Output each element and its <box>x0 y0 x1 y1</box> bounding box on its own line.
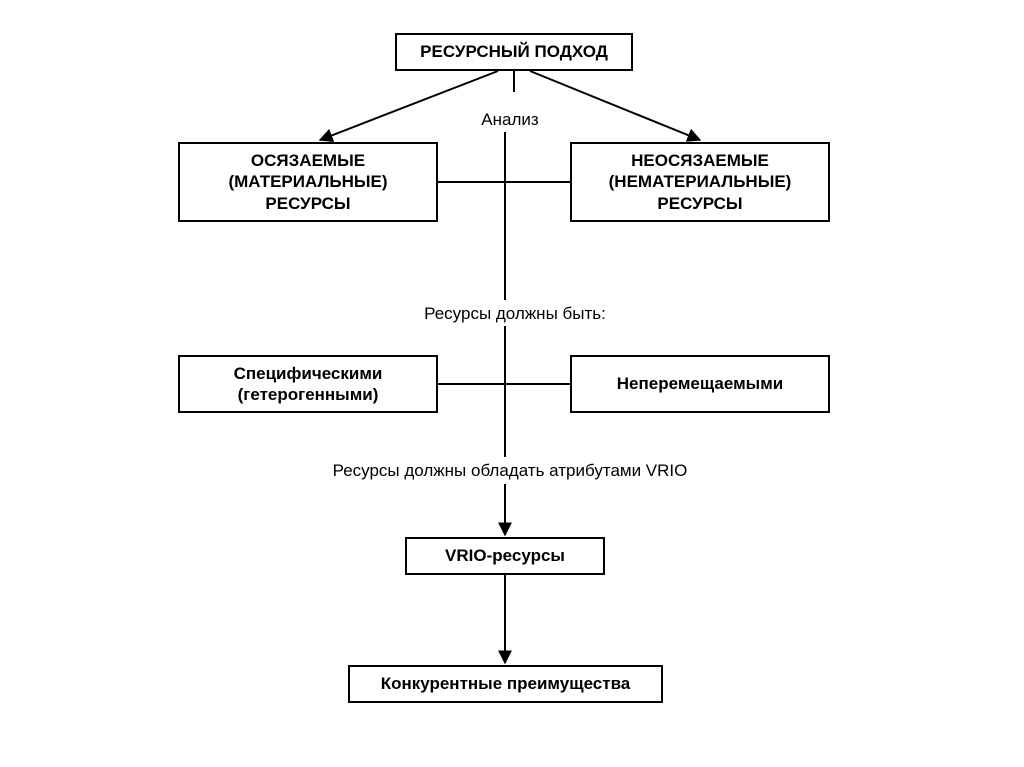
label-analysis: Анализ <box>460 110 560 130</box>
node-specific: Специфическими(гетерогенными) <box>178 355 438 413</box>
label-must-be: Ресурсы должны быть: <box>390 304 640 324</box>
node-advantage: Конкурентные преимущества <box>348 665 663 703</box>
node-root: РЕСУРСНЫЙ ПОДХОД <box>395 33 633 71</box>
node-tangible: ОСЯЗАЕМЫЕ(МАТЕРИАЛЬНЫЕ)РЕСУРСЫ <box>178 142 438 222</box>
node-intangible: НЕОСЯЗАЕМЫЕ(НЕМАТЕРИАЛЬНЫЕ)РЕСУРСЫ <box>570 142 830 222</box>
node-immobile: Неперемещаемыми <box>570 355 830 413</box>
node-vrio: VRIO-ресурсы <box>405 537 605 575</box>
label-vrio-attr: Ресурсы должны обладать атрибутами VRIO <box>295 461 725 481</box>
flowchart-canvas: РЕСУРСНЫЙ ПОДХОД ОСЯЗАЕМЫЕ(МАТЕРИАЛЬНЫЕ)… <box>0 0 1024 767</box>
